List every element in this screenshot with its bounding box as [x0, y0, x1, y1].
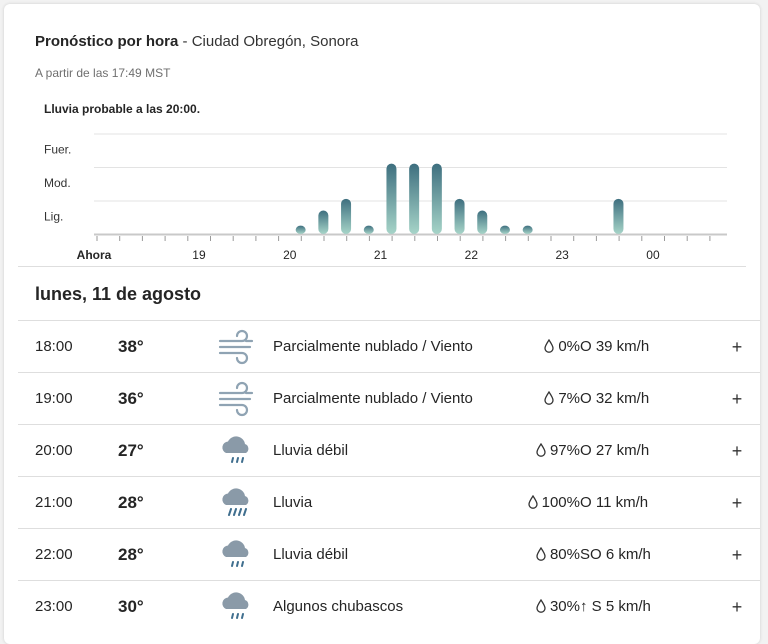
- light-rain-icon: [216, 433, 260, 469]
- raindrop-icon: [536, 442, 550, 459]
- hour-temperature: 28°: [118, 545, 144, 564]
- x-tick-label: 21: [374, 248, 388, 262]
- location-name: Ciudad Obregón, Sonora: [191, 33, 359, 50]
- expand-row-button[interactable]: +: [731, 597, 743, 617]
- light-rain-icon: [216, 589, 260, 625]
- wind-value: O 27 km/h: [580, 442, 650, 459]
- title-separator: -: [178, 33, 192, 50]
- hour-row[interactable]: 22:00 28° Lluvia débil 80% SO 6 km/h +: [18, 528, 760, 581]
- precip-bar: [409, 163, 420, 234]
- hour-row[interactable]: 21:00 28° Lluvia 100% O 11 km/h +: [18, 476, 760, 529]
- hour-precip: 80%: [488, 529, 580, 581]
- hour-temperature: 28°: [118, 493, 144, 512]
- hour-condition: Parcialmente nublado / Viento: [273, 390, 473, 407]
- wind-value: O 11 km/h: [580, 494, 649, 511]
- hour-row[interactable]: 18:00 38° Parcialmente nublado / Viento 0% O…: [18, 320, 760, 373]
- hour-time: 19:00: [35, 390, 73, 407]
- day-heading: lunes, 11 de agosto: [35, 284, 202, 304]
- x-tick-label: 19: [192, 248, 206, 262]
- hour-time: 21:00: [35, 494, 73, 511]
- precip-value: 0%: [558, 338, 580, 355]
- wind-value: S 5 km/h: [591, 598, 651, 615]
- forecast-heading: Pronóstico por hora: [35, 33, 179, 50]
- precip-bar: [295, 225, 306, 234]
- x-tick-label: Ahora: [77, 248, 112, 262]
- precip-bar: [522, 225, 533, 234]
- hour-temperature: 27°: [118, 441, 144, 460]
- precip-bar: [341, 198, 352, 234]
- hour-wind: SO 6 km/h: [580, 529, 651, 581]
- hour-condition: Lluvia débil: [273, 442, 349, 459]
- forecast-title: Pronóstico por hora - Ciudad Obregón, So…: [35, 33, 358, 50]
- light-rain-icon: [216, 537, 260, 573]
- hour-time: 23:00: [35, 598, 73, 615]
- raindrop-icon: [536, 598, 550, 615]
- wind-value: O 39 km/h: [580, 338, 650, 355]
- hour-wind: O 32 km/h: [580, 373, 649, 425]
- hour-time: 18:00: [35, 338, 73, 355]
- hour-condition: Algunos chubascos: [273, 598, 404, 615]
- hour-time: 22:00: [35, 546, 73, 563]
- raindrop-icon: [544, 390, 558, 407]
- precipitation-chart: Lig. Mod. Fuer. Ahora 19 20 21 22 23 00: [44, 133, 727, 262]
- wind-value: SO 6 km/h: [580, 546, 651, 563]
- rain-icon: [216, 485, 260, 521]
- precip-value: 7%: [558, 390, 580, 407]
- precip-value: 80%: [549, 546, 580, 563]
- hour-wind: O 39 km/h: [580, 321, 649, 373]
- hour-condition: Lluvia: [273, 494, 313, 511]
- precip-value: 30%: [549, 598, 580, 615]
- hourly-forecast-card: Pronóstico por hora - Ciudad Obregón, So…: [4, 4, 760, 644]
- x-tick-label: 00: [646, 248, 660, 262]
- hour-condition: Parcialmente nublado / Viento: [273, 338, 473, 355]
- raindrop-icon: [536, 546, 550, 563]
- chart-title: Lluvia probable a las 20:00.: [44, 102, 201, 116]
- expand-row-button[interactable]: +: [731, 545, 743, 565]
- x-tick-label: 23: [555, 248, 569, 262]
- precip-value: 100%: [541, 494, 580, 511]
- expand-row-button[interactable]: +: [731, 441, 743, 461]
- chart-divider: [18, 266, 746, 267]
- expand-row-button[interactable]: +: [731, 337, 743, 357]
- wind-direction-arrow: ↑: [580, 598, 592, 615]
- hour-precip: 97%: [488, 425, 580, 477]
- precip-value: 97%: [549, 442, 580, 459]
- precip-bar: [613, 198, 624, 234]
- precip-bar: [431, 163, 442, 234]
- hour-condition: Lluvia débil: [273, 546, 349, 563]
- hour-wind: O 27 km/h: [580, 425, 649, 477]
- x-tick-label: 22: [465, 248, 479, 262]
- hour-temperature: 36°: [118, 389, 144, 408]
- hour-temperature: 38°: [118, 337, 144, 356]
- y-tick-label: Lig.: [44, 210, 63, 224]
- wind-icon: [216, 381, 260, 417]
- raindrop-icon: [527, 494, 542, 511]
- hour-time: 20:00: [35, 442, 73, 459]
- precip-bar: [363, 225, 374, 234]
- wind-icon: [216, 329, 260, 365]
- precip-bar: [499, 225, 510, 234]
- precip-bar: [454, 198, 465, 234]
- x-tick-label: 20: [283, 248, 297, 262]
- hour-row[interactable]: 20:00 27° Lluvia débil 97% O 27 km/h +: [18, 424, 760, 477]
- y-tick-label: Fuer.: [44, 143, 71, 157]
- hour-precip: 0%: [488, 321, 580, 373]
- wind-value: O 32 km/h: [580, 390, 650, 407]
- raindrop-icon: [544, 338, 558, 355]
- hour-temperature: 30°: [118, 597, 144, 616]
- precip-bar: [318, 210, 329, 234]
- expand-row-button[interactable]: +: [731, 493, 743, 513]
- forecast-timestamp: A partir de las 17:49 MST: [35, 66, 171, 80]
- precip-bar: [386, 163, 397, 234]
- hour-wind: ↑ S 5 km/h: [580, 581, 651, 633]
- precip-bar: [477, 210, 488, 234]
- hour-precip: 100%: [488, 477, 580, 529]
- expand-row-button[interactable]: +: [731, 389, 743, 409]
- hour-precip: 30%: [488, 581, 580, 633]
- hour-row[interactable]: 23:00 30° Algunos chubascos 30% ↑ S 5 km/h +: [18, 580, 760, 633]
- hour-row[interactable]: 19:00 36° Parcialmente nublado / Viento 7% O…: [18, 372, 760, 425]
- hour-wind: O 11 km/h: [580, 477, 648, 529]
- y-tick-label: Mod.: [44, 176, 71, 190]
- hour-precip: 7%: [488, 373, 580, 425]
